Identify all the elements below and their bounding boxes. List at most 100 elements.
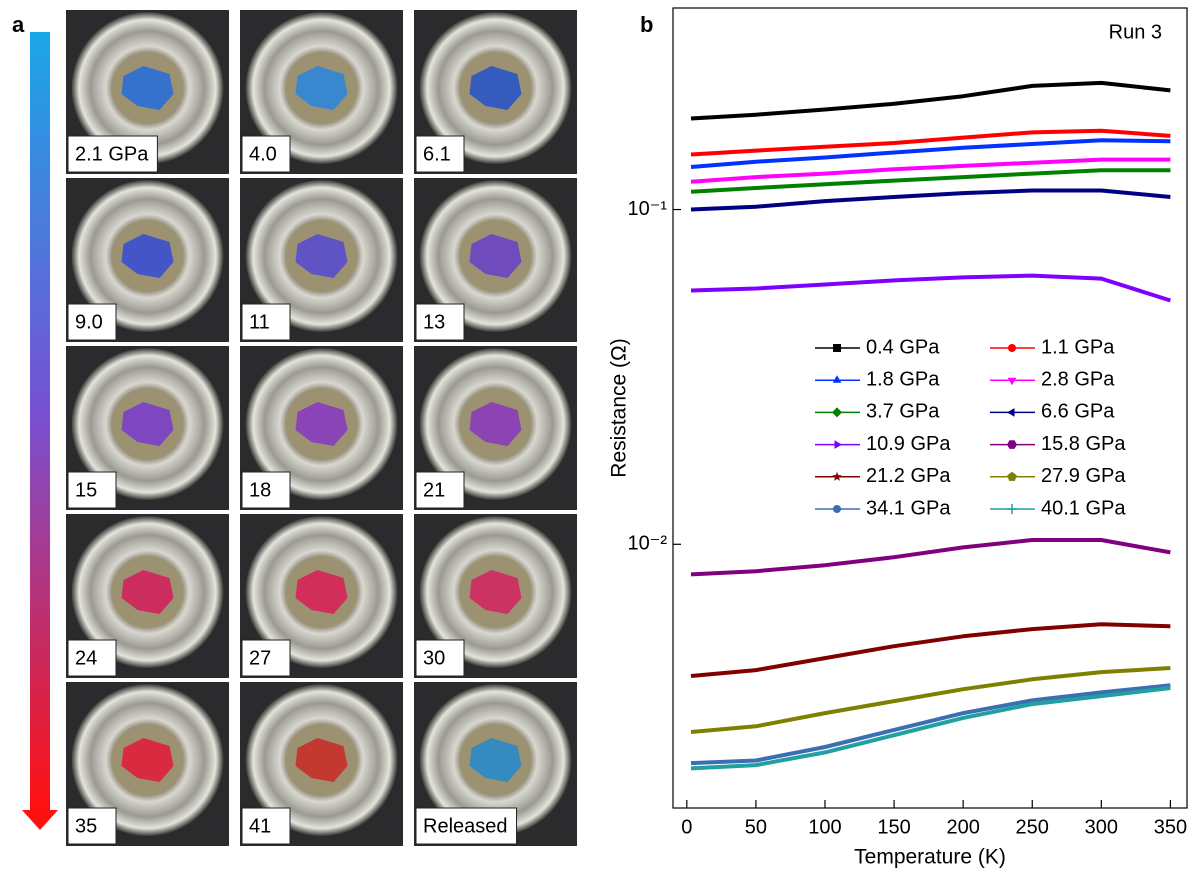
legend-marker (1008, 344, 1016, 352)
pressure-label: 24 (75, 647, 97, 669)
legend-entry: 1.1 GPa (990, 336, 1115, 358)
legend-label: 34.1 GPa (866, 497, 951, 519)
x-tick-label: 250 (1016, 816, 1049, 838)
series-line (690, 666, 1171, 734)
legend-entry: 6.6 GPa (990, 401, 1115, 423)
photo: 18 (240, 346, 403, 510)
series-line (690, 80, 1171, 121)
plot-frame (672, 7, 1188, 809)
label-box (241, 135, 291, 173)
legend-entry: 0.4 GPa (815, 336, 940, 358)
label-box (67, 471, 117, 509)
legend-entry: 40.1 GPa (990, 497, 1126, 519)
pressure-label: 27 (249, 647, 271, 669)
label-box (67, 639, 117, 677)
legend-label: 15.8 GPa (1041, 433, 1126, 455)
label-box (415, 303, 465, 341)
crystal (121, 570, 174, 614)
photo: 9.0 (66, 178, 229, 342)
label-box (415, 135, 465, 173)
label-box (415, 639, 465, 677)
label-box (67, 303, 117, 341)
legend-label: 27.9 GPa (1041, 465, 1126, 487)
legend-marker (832, 407, 842, 418)
series-line (690, 168, 1171, 194)
x-tick-label: 350 (1154, 816, 1187, 838)
label-box (67, 807, 117, 845)
crystal (295, 738, 348, 782)
photo: 30 (414, 514, 577, 678)
legend-marker (832, 375, 842, 383)
legend-label: 21.2 GPa (866, 465, 951, 487)
crystal (469, 570, 522, 614)
chart: b 0 50 100 150 200 250 300 350 10⁻¹ 10⁻² Temperatur… (608, 7, 1188, 869)
photo: Released (414, 682, 577, 846)
series-line (690, 622, 1171, 678)
pressure-label: 15 (75, 479, 97, 501)
panel-label: b (640, 12, 653, 37)
legend-entry: 34.1 GPa (815, 497, 951, 519)
label-box (415, 807, 518, 845)
photo: 6.1 (414, 10, 577, 174)
label-box (241, 471, 291, 509)
x-tick-label: 50 (745, 816, 767, 838)
x-tick-label: 100 (808, 816, 841, 838)
label-box (67, 135, 158, 173)
panel-label: a (12, 12, 25, 37)
pressure-label: 30 (423, 647, 445, 669)
series-line (690, 538, 1171, 577)
x-axis-label: Temperature (K) (854, 846, 1006, 869)
legend-label: 40.1 GPa (1041, 497, 1126, 519)
photo: 15 (66, 346, 229, 510)
crystal (121, 234, 174, 278)
legend-entry: 27.9 GPa (990, 465, 1126, 487)
photo: 2.1 GPa (66, 10, 229, 174)
crystal (121, 402, 174, 446)
legend-label: 3.7 GPa (866, 401, 940, 423)
pressure-label: Released (423, 815, 508, 837)
pressure-label: 4.0 (249, 143, 277, 165)
y-axis-label: Resistance (Ω) (608, 338, 631, 477)
crystal (295, 402, 348, 446)
arrow-head (22, 810, 58, 830)
series-line (690, 273, 1172, 303)
pressure-label: 18 (249, 479, 271, 501)
pressure-label: 11 (249, 311, 270, 333)
series-line (690, 157, 1171, 184)
legend-label: 1.8 GPa (866, 368, 940, 390)
legend-marker (1007, 440, 1017, 449)
legend-marker (832, 471, 842, 481)
legend-label: 6.6 GPa (1041, 401, 1115, 423)
photo-grid: 2.1 GPa 4.0 6.1 9.0 11 13 15 18 21 24 27 30 35 41 Rele… (66, 10, 577, 846)
series-line (690, 138, 1171, 169)
series-line (690, 188, 1171, 212)
legend-label: 10.9 GPa (866, 433, 951, 455)
legend-marker (1007, 471, 1017, 481)
x-tick-label: 0 (681, 816, 692, 838)
label-box (241, 807, 291, 845)
crystal (469, 66, 522, 110)
legend-marker (834, 440, 842, 449)
photo: 35 (66, 682, 229, 846)
photo: 24 (66, 514, 229, 678)
legend-marker (833, 505, 841, 513)
label-box (415, 471, 465, 509)
legend-marker (833, 344, 841, 352)
pressure-arrow (30, 32, 50, 810)
legend-label: 0.4 GPa (866, 336, 940, 358)
label-box (241, 303, 291, 341)
crystal (469, 402, 522, 446)
crystal (121, 738, 174, 782)
legend-entry: 21.2 GPa (815, 465, 951, 487)
legend-entry: 15.8 GPa (990, 433, 1126, 455)
series-line (690, 683, 1171, 766)
legend-entry: 2.8 GPa (990, 368, 1115, 390)
pressure-label: 6.1 (423, 143, 451, 165)
photo: 13 (414, 178, 577, 342)
legend-entry: 3.7 GPa (815, 401, 940, 423)
crystal (469, 738, 522, 782)
photo: 41 (240, 682, 403, 846)
legend-marker (1007, 408, 1015, 417)
legend-label: 1.1 GPa (1041, 336, 1115, 358)
